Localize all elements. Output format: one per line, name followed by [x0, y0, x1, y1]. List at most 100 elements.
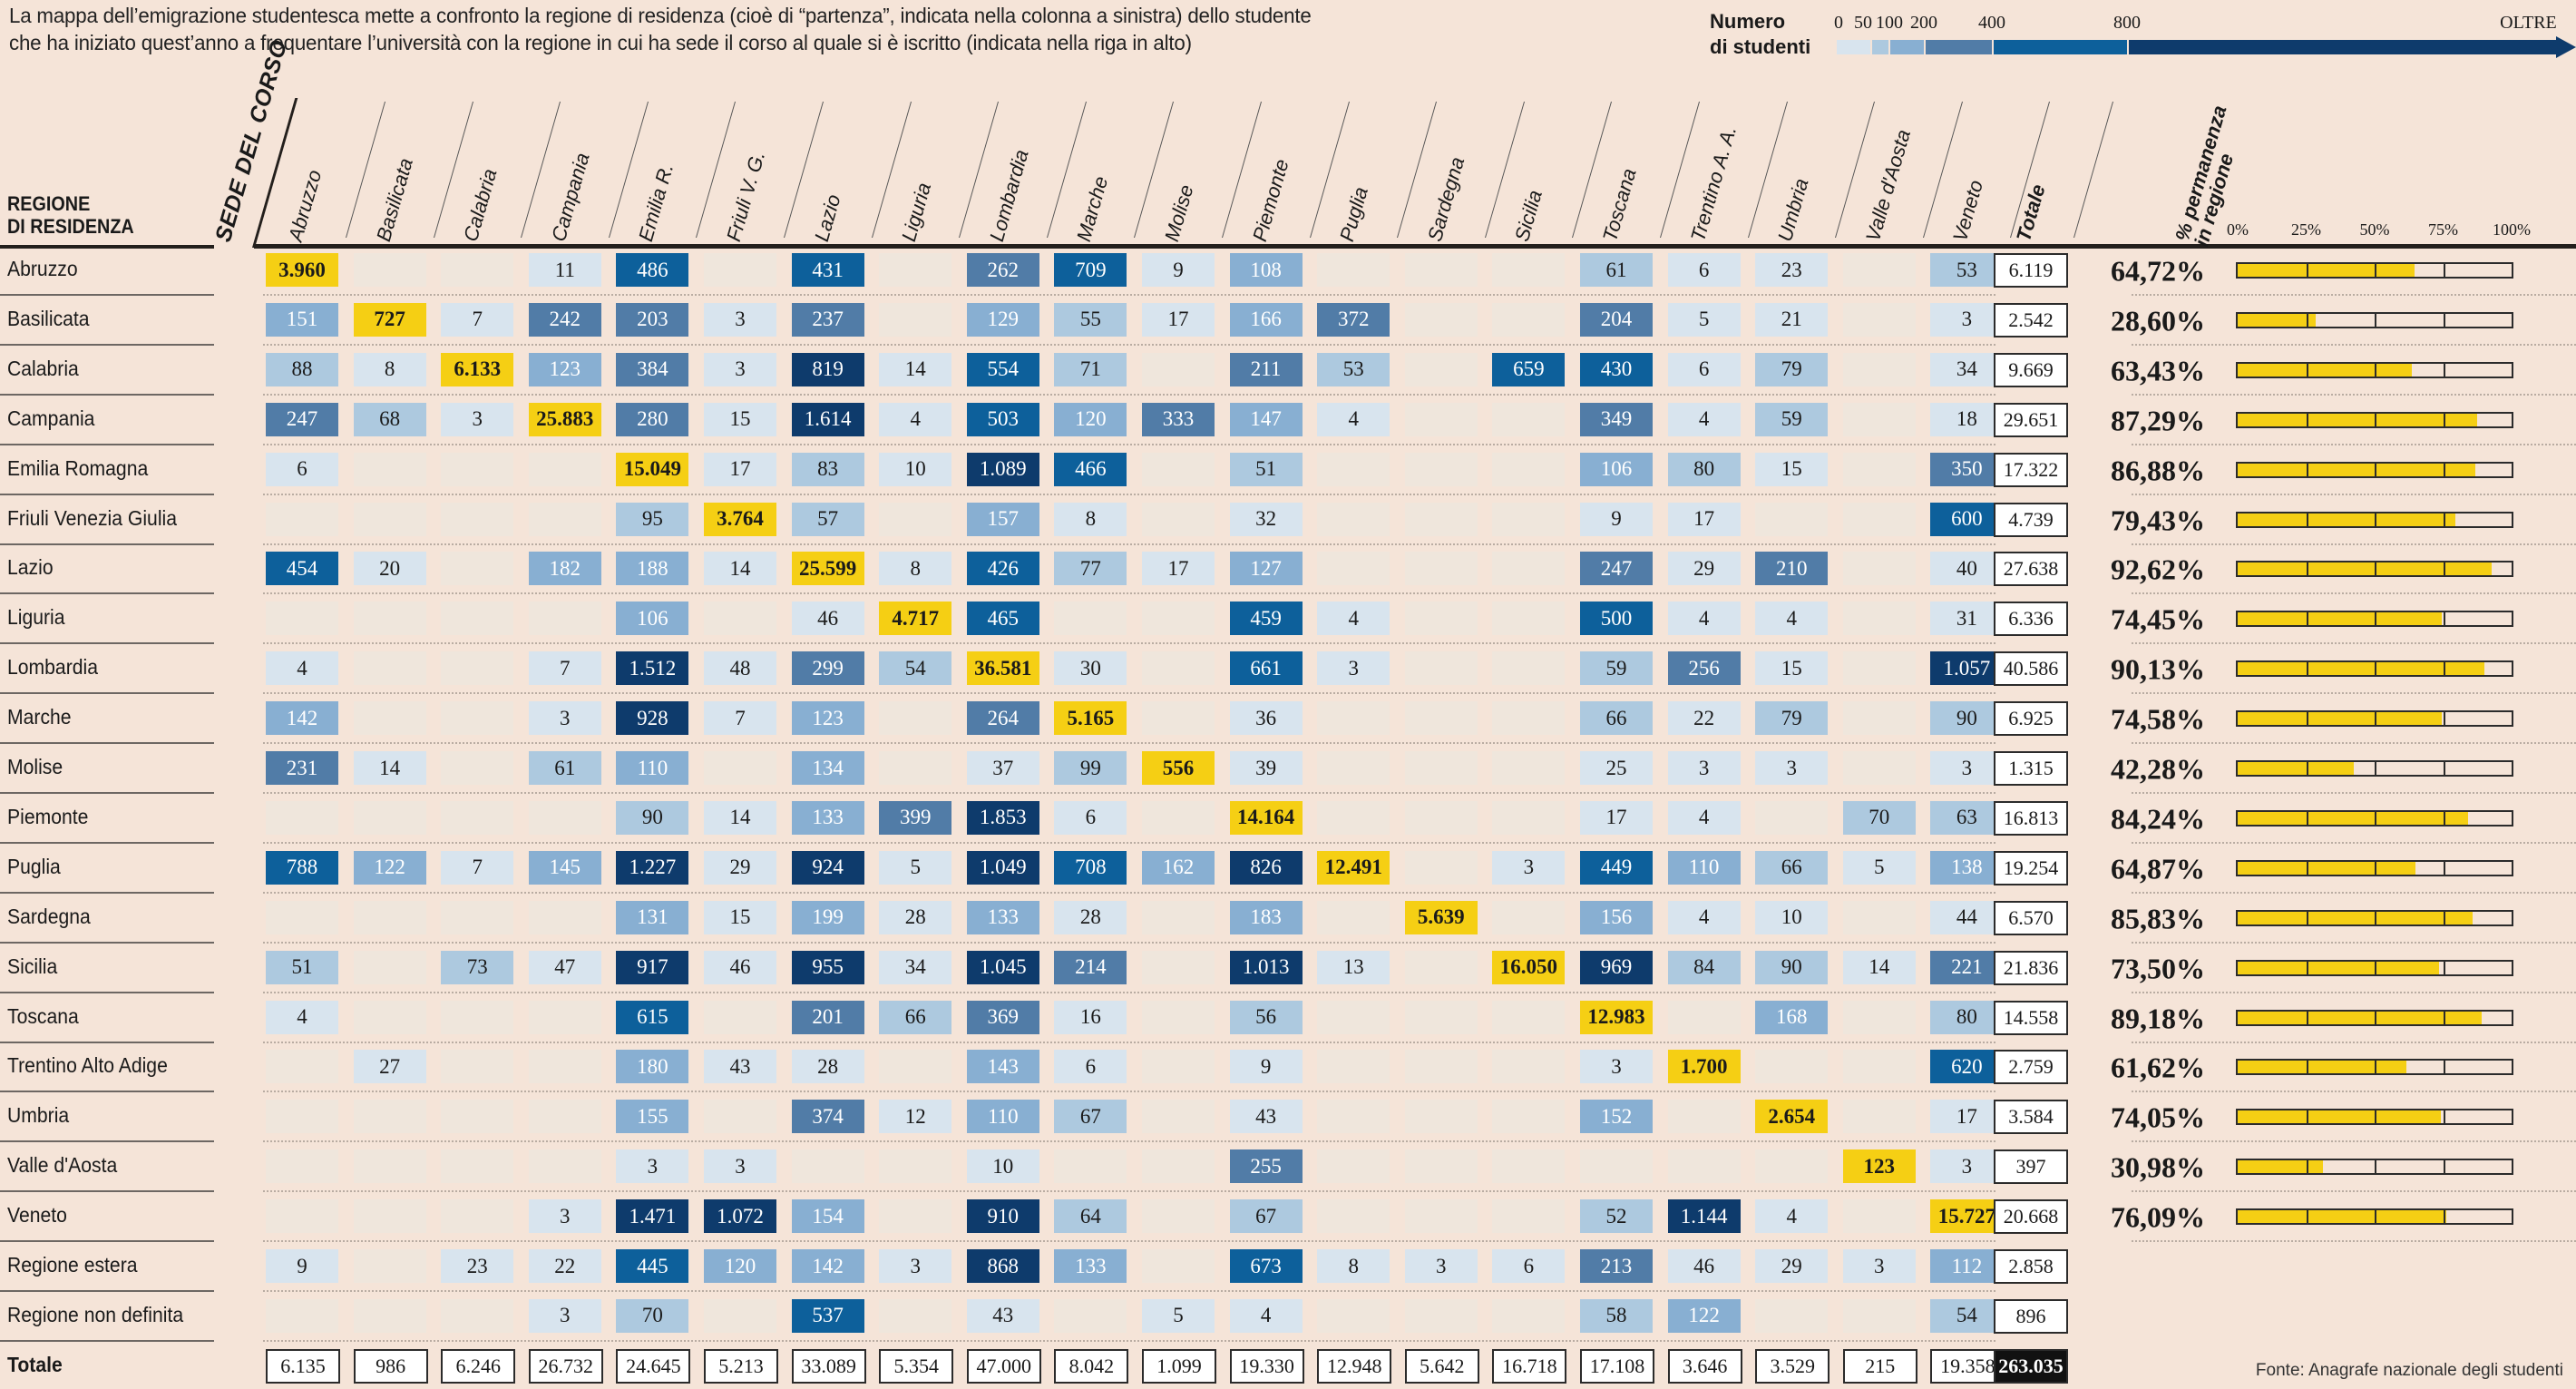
heatmap-cell — [1142, 651, 1215, 686]
heatmap-cell: 661 — [1229, 651, 1303, 686]
row-total: 2.858 — [1994, 1249, 2068, 1284]
heatmap-cell — [1492, 701, 1566, 736]
heatmap-cell — [1317, 1000, 1390, 1034]
heatmap-cell: 15.049 — [616, 452, 689, 486]
heatmap-cell: 1.512 — [616, 651, 689, 686]
heatmap-cell — [879, 701, 952, 736]
heatmap-cell: 154 — [791, 1199, 864, 1234]
row-header-line-2: DI RESIDENZA — [7, 215, 134, 238]
heatmap-cell — [704, 1100, 776, 1134]
heatmap-cell — [1842, 701, 1916, 736]
heatmap-cell — [353, 1298, 426, 1333]
heatmap-cell: 43 — [1229, 1100, 1303, 1134]
heatmap-cell: 445 — [616, 1249, 689, 1283]
heatmap-cell: 369 — [966, 1000, 1039, 1034]
row-separator — [0, 1190, 214, 1193]
heatmap-cell — [353, 651, 426, 686]
heatmap-cell — [1404, 651, 1478, 686]
heatmap-cell — [353, 1100, 426, 1134]
heatmap-cell — [1755, 1050, 1829, 1084]
heatmap-cell: 8 — [1317, 1249, 1390, 1283]
row-total: 6.570 — [1994, 900, 2068, 935]
heatmap-cell: 5.639 — [1404, 900, 1478, 934]
heatmap-cell: 3.764 — [704, 502, 776, 536]
column-header: Trentino A. A. — [1685, 122, 1741, 244]
row-separator — [0, 792, 214, 794]
heatmap-cell: 90 — [616, 800, 689, 835]
heatmap-cell — [1492, 402, 1566, 436]
heatmap-cell — [1142, 352, 1215, 386]
heatmap-cell — [791, 1149, 864, 1184]
permanence-percent: 87,29% — [2111, 404, 2205, 437]
heatmap-cell — [441, 552, 514, 586]
heatmap-cell: 90 — [1930, 701, 2004, 736]
heatmap-cell — [1492, 651, 1566, 686]
heatmap-cell: 46 — [1667, 1249, 1741, 1283]
permanence-percent: 30,98% — [2111, 1150, 2205, 1184]
row-total: 6.119 — [1994, 253, 2068, 288]
row-dotted-line — [263, 792, 1995, 794]
heatmap-cell: 142 — [791, 1249, 864, 1283]
heatmap-cell: 5.165 — [1054, 701, 1127, 736]
row-dotted-line — [2132, 941, 2576, 944]
column-divider — [2073, 102, 2114, 238]
heatmap-cell — [1404, 1298, 1478, 1333]
heatmap-cell — [1054, 602, 1127, 636]
row-dotted-line — [2132, 891, 2576, 894]
permanence-bar-tick — [2443, 1210, 2445, 1224]
heatmap-cell — [1054, 1298, 1127, 1333]
column-header: Lazio — [809, 191, 845, 244]
heatmap-cell — [879, 1050, 952, 1084]
heatmap-cell — [1842, 651, 1916, 686]
heatmap-cell — [353, 452, 426, 486]
permanence-bar — [2236, 760, 2513, 777]
heatmap-cell: 210 — [1755, 552, 1829, 586]
heatmap-cell — [704, 602, 776, 636]
heatmap-cell — [1667, 1100, 1741, 1134]
heatmap-cell — [441, 1298, 514, 1333]
heatmap-cell — [1142, 800, 1215, 835]
heatmap-cell: 255 — [1229, 1149, 1303, 1184]
row-dotted-line — [2132, 1091, 2576, 1093]
heatmap-cell: 708 — [1054, 850, 1127, 885]
heatmap-cell: 129 — [966, 302, 1039, 337]
heatmap-cell: 25.883 — [528, 402, 601, 436]
row-label: Friuli Venezia Giulia — [7, 505, 178, 530]
permanence-bar-tick — [2306, 1210, 2308, 1224]
heatmap-cell: 68 — [353, 402, 426, 436]
row-separator — [0, 543, 214, 545]
heatmap-cell: 46 — [791, 602, 864, 636]
column-header: Campania — [546, 150, 594, 244]
heatmap-cell — [441, 1199, 514, 1234]
heatmap-cell: 64 — [1054, 1199, 1127, 1234]
heatmap-cell — [1404, 1100, 1478, 1134]
permanence-bar-fill — [2238, 562, 2492, 576]
row-separator — [0, 393, 214, 396]
heatmap-cell: 22 — [1667, 701, 1741, 736]
heatmap-cell: 3 — [616, 1149, 689, 1184]
heatmap-cell — [1404, 452, 1478, 486]
row-dotted-line — [263, 642, 1995, 645]
heatmap-cell: 18 — [1930, 402, 2004, 436]
row-dotted-line — [263, 692, 1995, 695]
heatmap-cell — [266, 800, 338, 835]
heatmap-cell: 2.654 — [1755, 1100, 1829, 1134]
permanence-percent: 84,24% — [2111, 802, 2205, 836]
heatmap-cell: 21 — [1755, 302, 1829, 337]
heatmap-cell — [1142, 1199, 1215, 1234]
permanence-bar-tick — [2443, 363, 2445, 377]
heatmap-cell: 142 — [266, 701, 338, 736]
heatmap-cell: 374 — [791, 1100, 864, 1134]
column-header: Veneto — [1948, 177, 1988, 244]
row-dotted-line — [2132, 792, 2576, 794]
heatmap-cell — [528, 1000, 601, 1034]
heatmap-cell — [353, 1249, 426, 1283]
permanence-bar-fill — [2238, 911, 2474, 924]
heatmap-cell: 819 — [791, 352, 864, 386]
heatmap-cell: 10 — [879, 452, 952, 486]
legend-tick-label: 50 — [1854, 13, 1872, 33]
heatmap-cell — [1842, 1199, 1916, 1234]
heatmap-cell — [353, 253, 426, 287]
permanence-bar-fill — [2238, 513, 2455, 526]
row-dotted-line — [2132, 991, 2576, 993]
